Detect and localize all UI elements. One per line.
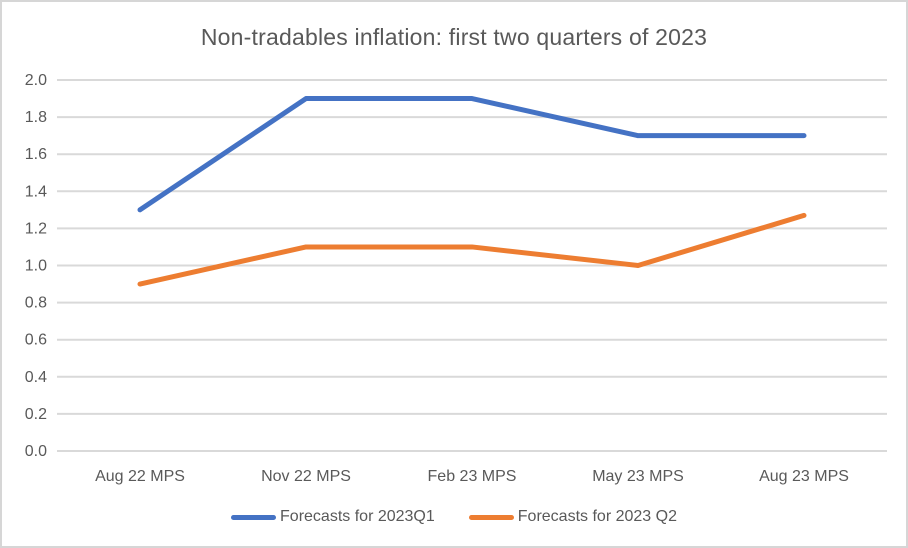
y-tick-label: 0.8 [25,295,47,312]
y-tick-label: 0.4 [25,369,47,386]
chart-legend: Forecasts for 2023Q1 Forecasts for 2023 … [2,508,906,526]
x-axis-label: Aug 22 MPS [95,468,185,485]
y-tick-label: 1.2 [25,220,47,237]
x-axis-label: Aug 23 MPS [759,468,849,485]
chart-title: Non-tradables inflation: first two quart… [200,24,708,50]
y-tick-label: 1.6 [25,146,47,163]
y-tick-label: 0.0 [25,443,47,460]
series-line-forecasts-for-2023q1 [137,96,807,213]
y-tick-label: 0.6 [25,332,47,349]
y-tick-label: 2.0 [25,72,47,89]
legend-label-2023q1: Forecasts for 2023Q1 [280,508,435,525]
legend-marker-2023q1-line [231,514,277,520]
legend-item-2023q2: Forecasts for 2023 Q2 [468,508,677,526]
y-tick-label: 1.0 [25,258,47,275]
y-tick-label: 1.8 [25,109,47,126]
x-axis-label: May 23 MPS [592,468,684,485]
y-tick-label: 0.2 [25,406,47,423]
y-tick-label: 1.4 [25,183,47,200]
legend-marker-2023q2-line [468,514,514,520]
x-axis-label: Nov 22 MPS [261,468,351,485]
legend-item-2023q1: Forecasts for 2023Q1 [231,508,435,526]
series-line-forecasts-for-2023-q2 [137,212,807,287]
x-axis-label: Feb 23 MPS [428,468,517,485]
legend-label-2023q2: Forecasts for 2023 Q2 [517,508,677,525]
